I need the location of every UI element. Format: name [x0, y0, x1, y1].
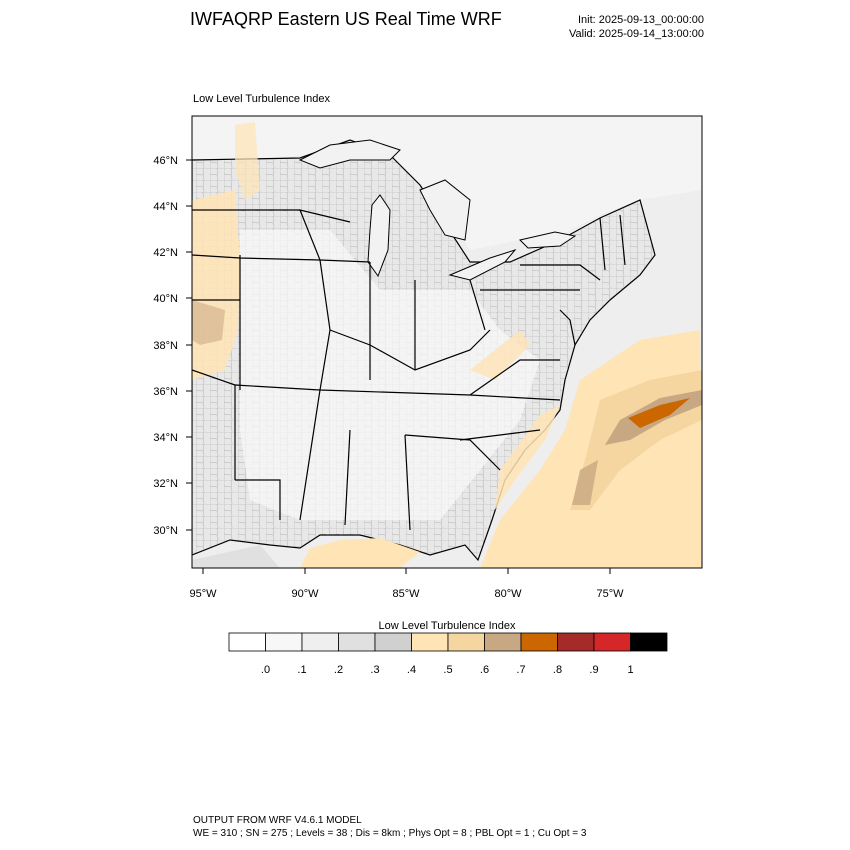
colorbar-box	[447, 632, 485, 652]
longitude-axis: 95°W 90°W 85°W 80°W 75°W	[189, 568, 624, 600]
colorbar-box	[265, 632, 303, 652]
colorbar-tick-label: .8	[553, 664, 562, 676]
lake-erie	[448, 249, 517, 281]
lat-label: 38°N	[153, 340, 178, 352]
lake-huron	[419, 179, 471, 241]
lake-michigan	[367, 194, 391, 278]
lat-label: 42°N	[153, 247, 178, 259]
colorbar-box	[338, 632, 376, 652]
lon-label: 90°W	[291, 588, 319, 600]
gulf-water	[192, 545, 280, 568]
turbulence-gulf	[300, 538, 420, 568]
colorbar-tick-label: .2	[334, 664, 343, 676]
colorbar-tick-label: .9	[589, 664, 598, 676]
lat-label: 40°N	[153, 293, 178, 305]
colorbar-labels: .0 .1 .2 .3 .4 .5 .6 .7 .8 .9 1	[261, 664, 634, 676]
turbulence-carolina	[495, 405, 560, 510]
low-index-region	[240, 230, 540, 520]
colorbar-tick-label: .6	[480, 664, 489, 676]
footer-config: WE = 310 ; SN = 275 ; Levels = 38 ; Dis …	[193, 828, 587, 839]
init-time: Init: 2025-09-13_00:00:00	[578, 14, 704, 26]
turbulence-atlantic-max	[628, 398, 690, 428]
map-frame	[191, 115, 703, 569]
colorbar-box	[520, 632, 558, 652]
lon-label: 85°W	[392, 588, 420, 600]
lat-label: 44°N	[153, 201, 178, 213]
turbulence-north	[235, 122, 260, 200]
latitude-axis: 46°N 44°N 42°N 40°N 38°N 36°N 34°N 32°N …	[153, 155, 192, 537]
state-boundaries	[192, 209, 626, 531]
lon-label: 75°W	[596, 588, 624, 600]
colorbar-box	[374, 632, 412, 652]
colorbar	[228, 632, 668, 652]
lon-label: 95°W	[189, 588, 217, 600]
colorbar-box	[630, 632, 668, 652]
colorbar-tick-label: 1	[627, 664, 633, 676]
colorbar-box	[411, 632, 449, 652]
colorbar-box	[301, 632, 339, 652]
lat-label: 32°N	[153, 478, 178, 490]
turbulence-plains-core	[192, 300, 225, 345]
colorbar-tick-label: .3	[370, 664, 379, 676]
colorbar-tick-label: .0	[261, 664, 270, 676]
lon-label: 80°W	[494, 588, 522, 600]
colorbar-tick-label: .7	[516, 664, 525, 676]
lat-label: 46°N	[153, 155, 178, 167]
colorbar-tick-label: .5	[443, 664, 452, 676]
colorbar-box	[557, 632, 595, 652]
lat-label: 30°N	[153, 525, 178, 537]
lake-ontario	[519, 231, 577, 249]
footer-model: OUTPUT FROM WRF V4.6.1 MODEL	[193, 815, 362, 826]
colorbar-box	[484, 632, 522, 652]
colorbar-box	[228, 632, 266, 652]
turbulence-appalachian	[470, 330, 530, 380]
colorbar-title: Low Level Turbulence Index	[379, 620, 516, 632]
valid-time: Valid: 2025-09-14_13:00:00	[569, 28, 704, 40]
lake-superior	[298, 139, 401, 169]
map-area	[192, 116, 702, 568]
map-field-title: Low Level Turbulence Index	[193, 93, 330, 105]
colorbar-tick-label: .1	[297, 664, 306, 676]
plot-title: IWFAQRP Eastern US Real Time WRF	[190, 9, 502, 29]
turbulence-atlantic-band	[572, 460, 598, 505]
colorbar-box	[593, 632, 631, 652]
colorbar-tick-label: .4	[407, 664, 416, 676]
lat-label: 36°N	[153, 386, 178, 398]
lat-label: 34°N	[153, 432, 178, 444]
